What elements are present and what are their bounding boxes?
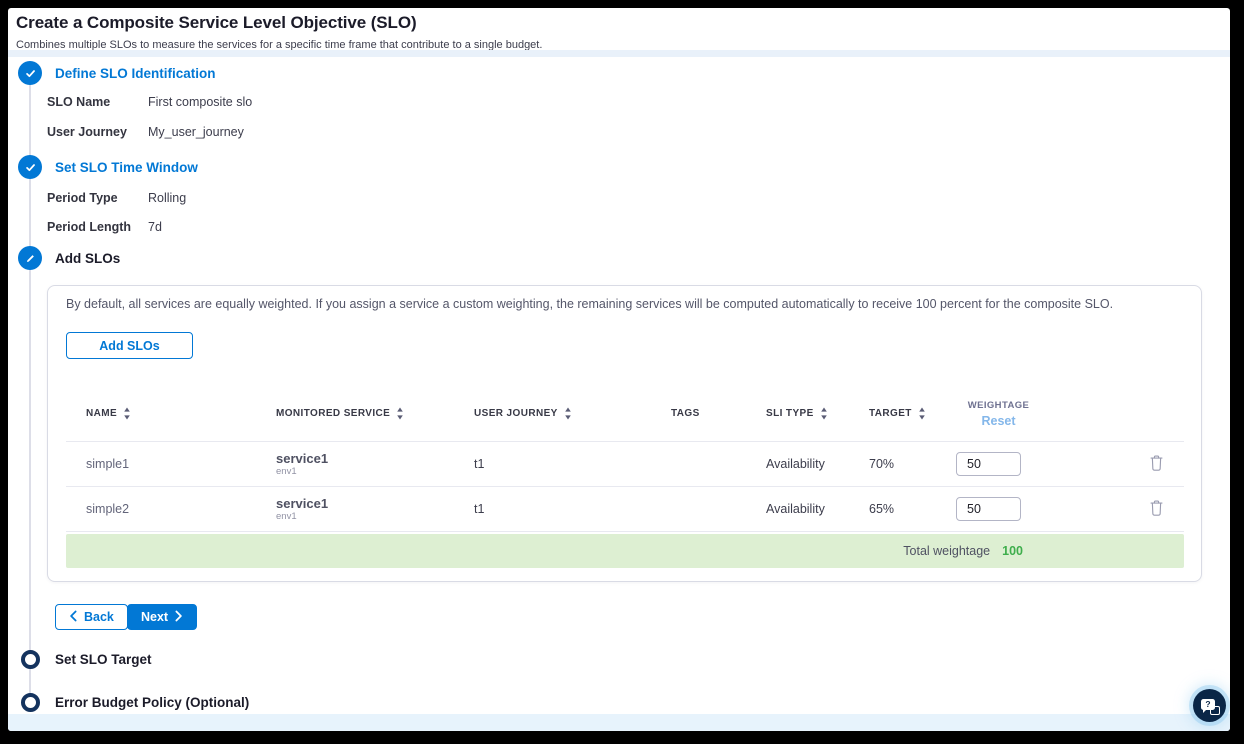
- add-slos-button[interactable]: Add SLOs: [66, 332, 193, 359]
- page-subtitle: Combines multiple SLOs to measure the se…: [16, 39, 543, 51]
- chevron-left-icon: [69, 610, 77, 625]
- monitored-service-cell: service1 env1: [256, 495, 454, 522]
- page-title: Create a Composite Service Level Objecti…: [16, 13, 417, 32]
- reset-weightage-link[interactable]: Reset: [981, 413, 1016, 428]
- slo-name-cell: simple2: [86, 502, 130, 516]
- sli-type-cell: Availability: [766, 502, 825, 516]
- user-journey-cell: t1: [474, 457, 485, 471]
- add-slos-panel: By default, all services are equally wei…: [47, 285, 1202, 582]
- pencil-icon: [18, 246, 42, 270]
- total-weightage-label: Total weightage: [903, 544, 991, 558]
- target-cell: 65%: [869, 502, 895, 516]
- composite-slo-wizard: Create a Composite Service Level Objecti…: [8, 8, 1230, 731]
- sort-arrows-icon: [820, 407, 828, 420]
- step-title: Set SLO Target: [55, 651, 152, 667]
- step-define-slo-identification[interactable]: Define SLO Identification: [18, 61, 216, 85]
- slo-table-row: simple2 service1 env1 t1 Availability 65…: [66, 487, 1184, 532]
- slo-table-header: NAME MONITORED SERVICE USER JOURNEY TAGS: [66, 386, 1184, 442]
- weightage-header-label: WEIGHTAGE: [967, 399, 1030, 411]
- period-type-field: Period Type Rolling: [47, 190, 186, 207]
- column-header-user-journey[interactable]: USER JOURNEY: [454, 407, 651, 420]
- column-header-target[interactable]: TARGET: [851, 407, 946, 420]
- ring-icon: [18, 647, 42, 671]
- field-value: First composite slo: [148, 95, 253, 109]
- column-header-name[interactable]: NAME: [66, 407, 256, 420]
- back-button[interactable]: Back: [55, 604, 128, 630]
- user-journey-field: User Journey My_user_journey: [47, 124, 244, 141]
- user-journey-cell: t1: [474, 502, 485, 516]
- weightage-cell: [946, 452, 1071, 476]
- check-icon: [18, 155, 42, 179]
- service-name: service1: [276, 450, 329, 466]
- step-title: Define SLO Identification: [55, 65, 216, 81]
- step-title: Error Budget Policy (Optional): [55, 694, 250, 710]
- sort-arrows-icon: [564, 407, 572, 420]
- help-chat-button[interactable]: ?: [1193, 689, 1226, 722]
- total-weightage-value: 100: [1002, 544, 1023, 558]
- slo-table-row: simple1 service1 env1 t1 Availability 70…: [66, 442, 1184, 487]
- environment-name: env1: [276, 510, 297, 522]
- slo-name-cell: simple1: [86, 457, 130, 471]
- step-add-slos[interactable]: Add SLOs: [18, 246, 120, 270]
- weightage-cell: [946, 497, 1071, 521]
- period-length-field: Period Length 7d: [47, 219, 162, 236]
- header-divider-band: [8, 50, 1230, 57]
- column-header-tags: TAGS: [671, 408, 700, 419]
- target-cell: 70%: [869, 457, 895, 471]
- sort-arrows-icon: [123, 407, 131, 420]
- weightage-input[interactable]: [956, 497, 1021, 521]
- step-set-slo-time-window[interactable]: Set SLO Time Window: [18, 155, 198, 179]
- field-value: Rolling: [148, 191, 187, 205]
- footer-band: [8, 714, 1230, 731]
- field-label: SLO Name: [47, 95, 111, 109]
- sli-type-cell: Availability: [766, 457, 825, 471]
- delete-slo-button[interactable]: [1147, 452, 1166, 476]
- weighting-description: By default, all services are equally wei…: [66, 297, 1114, 311]
- field-label: User Journey: [47, 125, 127, 139]
- sort-arrows-icon: [918, 407, 926, 420]
- stepper-connector-line: [29, 73, 31, 701]
- total-weightage-row: Total weightage 100: [66, 534, 1184, 568]
- chevron-right-icon: [175, 610, 183, 625]
- next-button[interactable]: Next: [127, 604, 198, 630]
- step-title: Add SLOs: [55, 250, 121, 266]
- field-value: My_user_journey: [148, 125, 244, 139]
- trash-icon: [1149, 454, 1164, 474]
- sort-arrows-icon: [396, 407, 404, 420]
- field-label: Period Type: [47, 191, 118, 205]
- weightage-input[interactable]: [956, 452, 1021, 476]
- trash-icon: [1149, 499, 1164, 519]
- step-title: Set SLO Time Window: [55, 159, 198, 175]
- chat-help-icon: ?: [1201, 698, 1220, 715]
- check-icon: [18, 61, 42, 85]
- column-header-weightage: WEIGHTAGE Reset: [946, 400, 1071, 428]
- delete-slo-button[interactable]: [1147, 497, 1166, 521]
- field-label: Period Length: [47, 220, 132, 234]
- ring-icon: [18, 690, 42, 714]
- column-header-sli-type[interactable]: SLI TYPE: [746, 407, 851, 420]
- environment-name: env1: [276, 465, 297, 477]
- slo-name-field: SLO Name First composite slo: [47, 94, 252, 111]
- step-error-budget-policy[interactable]: Error Budget Policy (Optional): [18, 690, 249, 714]
- field-value: 7d: [148, 220, 162, 234]
- step-set-slo-target[interactable]: Set SLO Target: [18, 647, 152, 671]
- service-name: service1: [276, 495, 329, 511]
- monitored-service-cell: service1 env1: [256, 450, 454, 477]
- column-header-monitored-service[interactable]: MONITORED SERVICE: [256, 407, 454, 420]
